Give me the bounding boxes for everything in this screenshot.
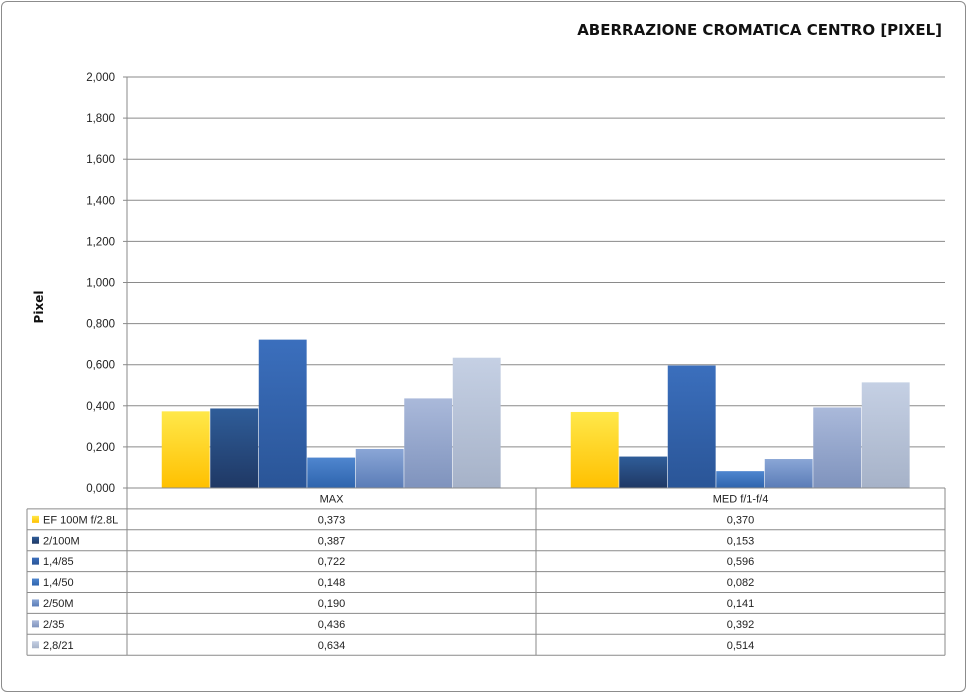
data-label: 0,148 xyxy=(318,577,346,589)
bar xyxy=(307,457,356,488)
legend-swatch xyxy=(32,557,39,565)
legend-entry: 1,4/85 xyxy=(43,556,74,568)
y-tick-labels: 0,000 0,200 0,400 0,600 0,800 1,000 1,200 1,400… xyxy=(86,72,115,495)
data-label: 0,722 xyxy=(318,556,346,568)
bar xyxy=(861,382,910,488)
data-label: 0,082 xyxy=(727,577,755,589)
legend-swatch xyxy=(32,599,39,607)
y-tick-label: 1,400 xyxy=(86,195,115,207)
legend-swatch xyxy=(32,641,39,649)
chart-title: ABERRAZIONE CROMATICA CENTRO [PIXEL] xyxy=(577,21,942,39)
data-label: 0,370 xyxy=(727,514,755,526)
y-tick-label: 2,000 xyxy=(86,72,115,84)
bar xyxy=(667,365,716,488)
bar xyxy=(210,408,259,488)
category-label: MED f/1-f/4 xyxy=(713,493,769,505)
data-label: 0,596 xyxy=(727,556,755,568)
data-table: MAX MED f/1-f/4 EF 100M f/2.8L 0,373 0,370 2/… xyxy=(26,487,946,656)
y-tick-label: 0,000 xyxy=(86,483,115,495)
y-tick-label: 1,800 xyxy=(86,113,115,125)
bar xyxy=(452,357,501,488)
legend-swatch xyxy=(32,620,39,628)
bar xyxy=(716,471,765,488)
data-label: 0,190 xyxy=(318,598,346,610)
legend-entry: 2/50M xyxy=(43,598,74,610)
y-tick-label: 1,200 xyxy=(86,236,115,248)
bars xyxy=(161,339,910,488)
data-label: 0,141 xyxy=(727,598,755,610)
bar xyxy=(258,339,307,488)
data-label: 0,373 xyxy=(318,514,346,526)
bar xyxy=(764,459,813,488)
legend-swatch xyxy=(32,536,39,544)
bar xyxy=(813,407,862,488)
bar xyxy=(161,411,210,488)
bar xyxy=(570,411,619,488)
bar xyxy=(619,456,668,488)
data-label: 0,153 xyxy=(727,535,755,547)
y-axis-label: Pixel xyxy=(32,291,46,324)
y-tick-label: 0,800 xyxy=(86,319,115,331)
data-label: 0,514 xyxy=(727,640,755,652)
legend-entry: 2/35 xyxy=(43,619,64,631)
legend-entry: EF 100M f/2.8L xyxy=(43,514,118,526)
y-tick-label: 0,200 xyxy=(86,442,115,454)
legend-swatch xyxy=(32,515,39,523)
legend-entry: 2,8/21 xyxy=(43,640,74,652)
y-tick-label: 0,600 xyxy=(86,360,115,372)
bar xyxy=(355,448,404,488)
legend-swatch xyxy=(32,578,39,586)
y-tick-label: 0,400 xyxy=(86,401,115,413)
legend-entry: 1,4/50 xyxy=(43,577,74,589)
y-tick-label: 1,600 xyxy=(86,154,115,166)
y-tick-label: 1,000 xyxy=(86,278,115,290)
bar xyxy=(404,398,453,488)
data-label: 0,634 xyxy=(318,640,346,652)
data-label: 0,436 xyxy=(318,619,346,631)
data-label: 0,387 xyxy=(318,535,346,547)
category-label: MAX xyxy=(320,493,345,505)
legend-entry: 2/100M xyxy=(43,535,80,547)
data-label: 0,392 xyxy=(727,619,755,631)
